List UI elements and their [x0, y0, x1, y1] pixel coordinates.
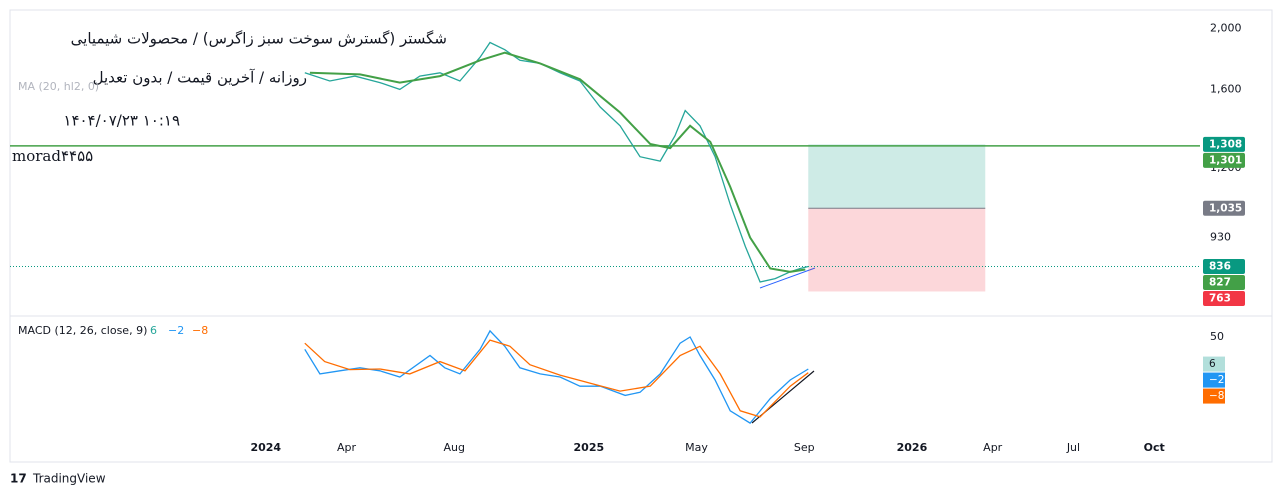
x-tick-label: 2024: [250, 441, 281, 454]
price-label-box: [1203, 275, 1245, 291]
price-label-box: [1203, 200, 1245, 216]
x-tick-label: 2026: [897, 441, 928, 454]
price-label-box: [1203, 136, 1245, 152]
y-tick-label: 1,600: [1210, 82, 1242, 95]
price-label-box: [1203, 259, 1245, 275]
x-tick-label: 2025: [574, 441, 605, 454]
price-label: 1,035: [1209, 202, 1242, 214]
x-tick-label: Apr: [983, 441, 1003, 454]
price-label: 827: [1209, 277, 1231, 289]
price-label-box: [1203, 152, 1245, 168]
x-tick-label: Aug: [443, 441, 464, 454]
y-tick-label: 2,000: [1210, 21, 1242, 34]
target-zone: [808, 144, 986, 209]
brand: TradingView: [32, 472, 106, 486]
y-tick-label: 50: [1210, 330, 1224, 343]
macd-label: −8: [1209, 390, 1224, 402]
author: morad۴۴۵۵: [12, 147, 93, 165]
series-line: [309, 51, 806, 273]
series-line: [304, 339, 809, 418]
price-label: 1,308: [1209, 138, 1242, 150]
x-tick-label: Apr: [337, 441, 357, 454]
symbol-title: شگستر (گسترش سوخت سبز زاگرس) / محصولات ش…: [71, 30, 447, 48]
series-line: [304, 41, 809, 283]
x-tick-label: Jul: [1066, 441, 1080, 454]
chart-frame: [9, 9, 1273, 463]
price-label: 836: [1209, 261, 1231, 273]
macd-legend-value: −2: [168, 324, 184, 337]
macd-legend: MACD (12, 26, close, 9): [18, 324, 147, 337]
macd-label-box: [1203, 372, 1225, 388]
macd-label: 6: [1209, 358, 1216, 370]
subtitle: روزانه / آخرین قیمت / بدون تعدیل: [93, 69, 307, 87]
price-label: 1,301: [1209, 154, 1242, 166]
ma-legend: MA (20, hl2, 0): [18, 80, 99, 93]
date: ۱۴۰۴/۰۷/۲۳ ۱۰:۱۹: [63, 112, 180, 130]
stop-zone: [808, 208, 986, 292]
macd-legend-value: 6: [150, 324, 157, 337]
x-tick-label: May: [685, 441, 708, 454]
price-label: 763: [1209, 293, 1231, 305]
x-tick-label: Sep: [794, 441, 815, 454]
macd-label-box: [1203, 388, 1225, 404]
series-line: [304, 329, 809, 424]
macd-legend-value: −8: [192, 324, 208, 337]
macd-label-box: [1203, 356, 1225, 372]
x-tick-label: Oct: [1144, 441, 1165, 454]
y-tick-label: 930: [1210, 230, 1231, 243]
macd-label: −2: [1209, 374, 1224, 386]
logo: 17: [10, 472, 27, 486]
trend-line: [759, 267, 816, 289]
price-label-box: [1203, 291, 1245, 307]
